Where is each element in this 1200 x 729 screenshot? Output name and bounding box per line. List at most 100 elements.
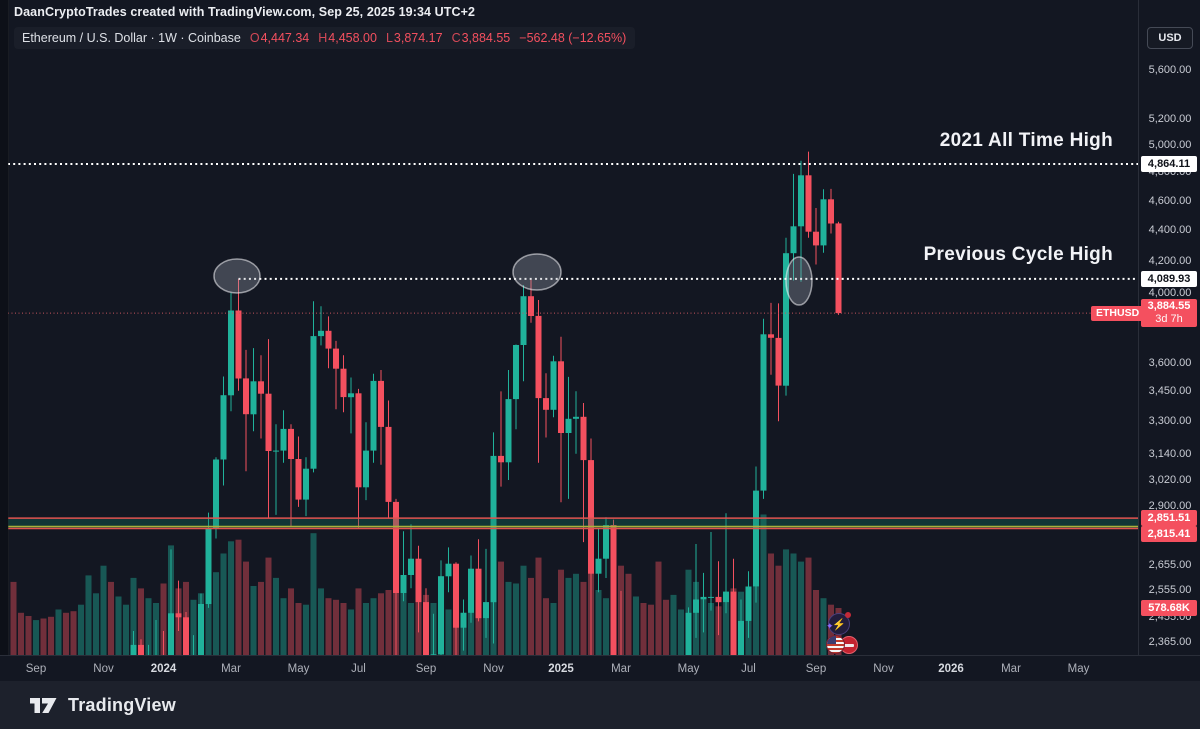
candle-body [738,620,744,655]
volume-bar [580,581,587,655]
volume-bar [535,557,542,655]
volume-bar [370,598,377,655]
volume-bar [445,609,452,655]
volume-bar [348,609,354,655]
time-axis-month-label: Mar [1001,663,1021,675]
symbol-legend[interactable]: Ethereum / U.S. Dollar · 1W · Coinbase O… [14,27,636,49]
candle-body [363,450,369,488]
volume-bar [468,609,474,655]
candle-body [273,450,279,452]
candle-body [408,558,414,575]
candle-body [445,563,452,577]
candle-body [790,226,797,254]
candle-body [505,399,512,463]
highlight-ellipse[interactable] [213,258,261,294]
price-tick-label: 2,900.00 [1148,500,1192,513]
candle-body [543,398,549,410]
volume-bar [573,573,579,655]
volume-bar [385,590,392,655]
volume-bar [243,561,249,655]
volume-bar [93,593,99,655]
candle-body [753,490,759,587]
volume-bar [768,553,774,655]
candle-body [835,223,842,314]
currency-usd-button[interactable]: USD [1147,27,1193,49]
volume-bar [790,553,797,655]
volume-bar [325,598,332,655]
candle-body [393,501,399,593]
candle-body [760,334,767,491]
volume-bar [258,581,264,655]
lightning-glyph: ⚡ [832,618,846,631]
candle-body [813,231,819,246]
tradingview-logo-icon[interactable] [28,695,58,716]
candle-body [475,568,482,619]
price-chart-svg[interactable] [0,0,1138,655]
highlight-ellipse[interactable] [512,253,562,291]
price-axis[interactable]: USD 5,600.00 5,200.00 5,000.00 4,800.00 4,60… [1138,0,1200,681]
volume-bar [753,569,759,655]
tradingview-wordmark[interactable]: TradingView [68,694,176,715]
volume-bar [318,588,324,655]
volume-bar [655,561,662,655]
candle-body [745,586,752,621]
candle-body [205,529,212,604]
level-price-label: 4,089.93 [1141,270,1197,287]
marker-us-flag-icon[interactable] [826,635,845,654]
volume-bar [513,583,519,655]
time-axis-year-label: 2026 [938,663,964,675]
volume-bar [160,583,167,655]
price-tick-label: 3,300.00 [1148,414,1192,427]
volume-bar [108,581,114,655]
candle-body [468,568,474,613]
candle-body [483,602,489,619]
volume-bar [355,588,362,655]
volume-bar [213,572,219,655]
candle-body [438,576,444,655]
time-axis-month-label: Mar [611,663,631,675]
volume-bars [10,514,842,655]
volume-bar [333,599,339,655]
candle-body [175,613,182,618]
volume-bar [25,616,32,655]
candle-body [423,602,429,655]
price-tick-label: 2,655.00 [1148,558,1192,571]
volume-bar [130,577,137,655]
marker-lightning-icon[interactable]: ⚡ ✦ [826,612,851,635]
annotation-previous-cycle-high[interactable]: Previous Cycle High [923,244,1113,265]
time-axis[interactable]: Sep Nov 2024 Mar May Jul Sep Nov 2025 Mar May Jul Se… [0,655,1200,682]
price-tick-label: 3,020.00 [1148,473,1192,486]
price-tick-label: 3,450.00 [1148,385,1192,398]
time-axis-month-label: Sep [805,663,827,675]
candle-body [588,460,594,574]
candle-body [610,525,617,655]
volume-bar [565,577,572,655]
chart-canvas[interactable]: ETHUSD [0,0,1145,655]
candle-body [603,525,609,559]
support-band[interactable] [8,518,1138,529]
candle-body [265,393,272,451]
volume-bar [138,588,144,655]
volume-bar [520,565,527,655]
red-dot [845,612,851,618]
candle-body [730,591,737,655]
volume-bar [303,604,309,655]
volume-bar [400,591,407,655]
candle-body [280,428,287,451]
volume-bar [33,620,39,655]
candle-body [220,395,227,460]
volume-bar [235,539,242,655]
candle-body [415,558,422,603]
candle-body [783,253,789,386]
volume-bar [265,557,272,655]
candle-body [243,378,249,415]
volume-bar [190,599,197,655]
annotation-2021-ath[interactable]: 2021 All Time High [939,130,1113,151]
highlight-ellipse[interactable] [785,256,813,306]
candle-body [288,428,294,459]
attribution-text: DaanCryptoTrades created with TradingVie… [14,5,476,19]
volume-bar [310,533,317,655]
volume-bar [625,573,632,655]
volume-bar [48,616,54,655]
